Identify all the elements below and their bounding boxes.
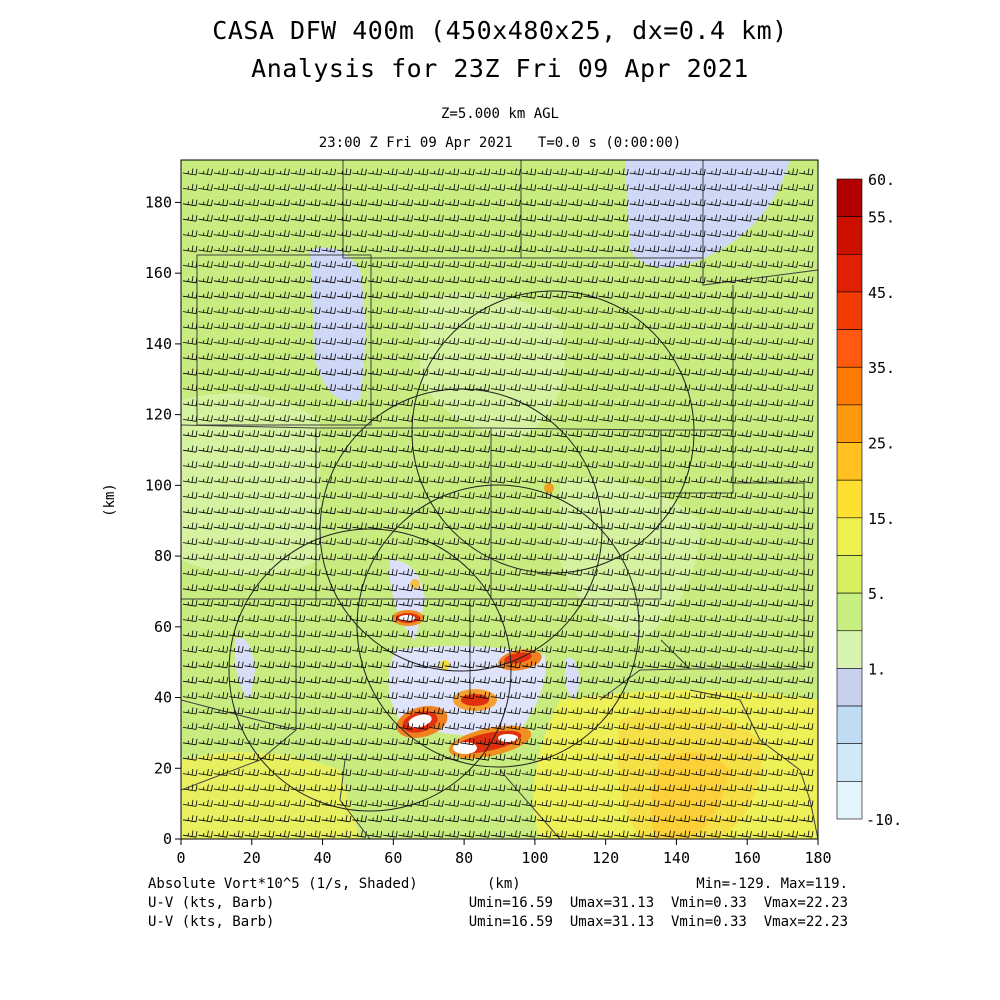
map-title-line2: Analysis for 23Z Fri 09 Apr 2021 bbox=[251, 54, 749, 83]
x-tick-label: 80 bbox=[455, 849, 473, 867]
colorbar-labels: 60. 55. 45. 35. 25. 15. 5. 1. -10. bbox=[866, 171, 902, 829]
vorticity-spot bbox=[410, 579, 420, 589]
y-tick-label: 120 bbox=[145, 406, 172, 424]
vorticity-spot bbox=[544, 483, 554, 493]
colorbar-swatch bbox=[836, 291, 863, 330]
colorbar-swatch bbox=[836, 366, 863, 406]
y-tick-label: 0 bbox=[163, 830, 172, 848]
x-tick-label: 40 bbox=[314, 849, 332, 867]
y-tick-label: 160 bbox=[145, 264, 172, 282]
min-max-label: Min=-129. Max=119. bbox=[696, 876, 848, 892]
vorticity-core-5 bbox=[448, 725, 532, 759]
colorbar-swatch bbox=[836, 404, 863, 443]
y-axis-ticks: 0 20 40 60 80 100 120 140 160 180 bbox=[145, 193, 181, 848]
lavender-patch bbox=[564, 657, 580, 700]
colorbar-swatch bbox=[836, 253, 863, 293]
lavender-patch bbox=[235, 638, 255, 700]
x-tick-label: 160 bbox=[734, 849, 761, 867]
wind-barbs bbox=[182, 168, 814, 838]
lavender-patch bbox=[310, 247, 365, 402]
y-axis-label: (km) bbox=[102, 483, 118, 517]
colorbar-swatch bbox=[836, 705, 863, 745]
colorbar-swatch bbox=[836, 781, 863, 820]
y-tick-label: 140 bbox=[145, 335, 172, 353]
colorbar-swatch bbox=[836, 178, 863, 217]
colorbar-label: 5. bbox=[868, 585, 886, 603]
level-label: Z=5.000 km AGL bbox=[440, 106, 559, 122]
colorbar-label: 25. bbox=[868, 435, 895, 453]
barb-stats-2: Umin=16.59 Umax=31.13 Vmin=0.33 Vmax=22.… bbox=[468, 914, 848, 930]
barb-label-2: U-V (kts, Barb) bbox=[148, 914, 275, 930]
x-tick-label: 180 bbox=[804, 849, 831, 867]
vorticity-field bbox=[181, 160, 818, 839]
time-label: 23:00 Z Fri 09 Apr 2021 T=0.0 s (0:00:00… bbox=[318, 135, 682, 151]
colorbar bbox=[836, 178, 863, 820]
colorbar-swatch bbox=[836, 216, 863, 255]
x-tick-label: 60 bbox=[384, 849, 402, 867]
colorbar-swatch bbox=[836, 630, 863, 669]
y-tick-label: 100 bbox=[145, 476, 172, 494]
colorbar-swatch bbox=[836, 555, 863, 594]
vorticity-spot bbox=[440, 660, 450, 670]
barb-stats-1: Umin=16.59 Umax=31.13 Vmin=0.33 Vmax=22.… bbox=[468, 895, 848, 911]
colorbar-swatch bbox=[836, 743, 863, 782]
colorbar-label: -10. bbox=[866, 811, 902, 829]
colorbar-label: 15. bbox=[868, 510, 895, 528]
field-label: Absolute Vort*10^5 (1/s, Shaded) bbox=[148, 876, 418, 892]
y-tick-label: 60 bbox=[154, 618, 172, 636]
x-tick-label: 100 bbox=[521, 849, 548, 867]
light-green-patch bbox=[181, 393, 320, 575]
plot-frame bbox=[180, 159, 819, 840]
colorbar-swatch bbox=[836, 668, 863, 707]
colorbar-swatch bbox=[836, 517, 863, 556]
colorbar-label: 1. bbox=[868, 660, 886, 678]
y-tick-label: 80 bbox=[154, 547, 172, 565]
light-green-patch bbox=[560, 478, 700, 640]
y-tick-label: 40 bbox=[154, 689, 172, 707]
wind-barb-grid bbox=[182, 168, 814, 838]
map-title-line1: CASA DFW 400m (450x480x25, dx=0.4 km) bbox=[212, 16, 788, 45]
colorbar-swatch bbox=[836, 479, 863, 519]
x-tick-label: 0 bbox=[176, 849, 185, 867]
lavender-patch bbox=[625, 160, 790, 268]
x-axis-ticks: 0 20 40 60 80 100 120 140 160 180 bbox=[176, 839, 832, 867]
orange-patch bbox=[651, 752, 730, 839]
barb-label-1: U-V (kts, Barb) bbox=[148, 895, 275, 911]
colorbar-label: 55. bbox=[868, 209, 895, 227]
x-tick-label: 120 bbox=[592, 849, 619, 867]
y-tick-label: 180 bbox=[145, 193, 172, 211]
colorbar-swatch bbox=[836, 329, 863, 368]
x-tick-label: 140 bbox=[663, 849, 690, 867]
x-axis-label: (km) bbox=[487, 876, 521, 892]
y-tick-label: 20 bbox=[154, 759, 172, 777]
vorticity-core-3 bbox=[453, 689, 497, 711]
colorbar-label: 35. bbox=[868, 359, 895, 377]
colorbar-swatch bbox=[836, 442, 863, 481]
x-tick-label: 20 bbox=[243, 849, 261, 867]
colorbar-label: 45. bbox=[868, 284, 895, 302]
colorbar-swatch bbox=[836, 592, 863, 632]
colorbar-label: 60. bbox=[868, 171, 895, 189]
